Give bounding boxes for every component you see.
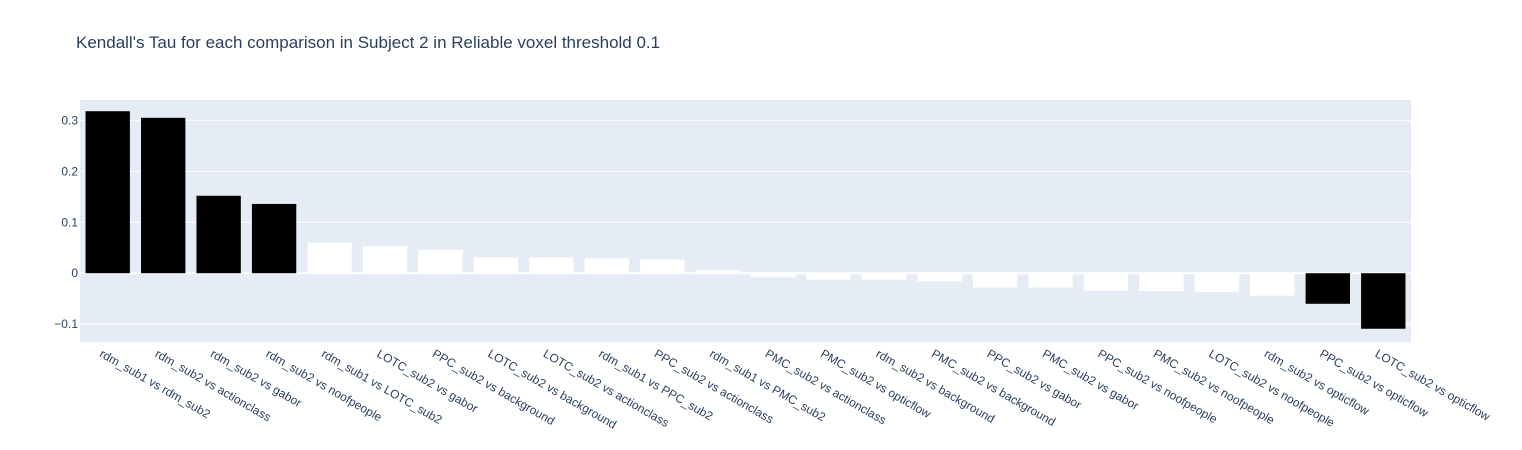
y-tick-label: −0.1 (54, 317, 78, 331)
bar (1083, 273, 1129, 291)
x-tick-label: rdm_sub2 vs gabor (208, 346, 304, 409)
bar (418, 249, 463, 274)
bar (806, 273, 851, 280)
bar (584, 258, 630, 274)
bar (1028, 273, 1073, 288)
bar (917, 273, 962, 282)
bar (972, 273, 1018, 288)
chart-title: Kendall's Tau for each comparison in Sub… (76, 33, 661, 52)
bar (362, 246, 408, 274)
y-tick-label: 0 (71, 266, 78, 280)
bar (1139, 273, 1184, 292)
bar (251, 203, 297, 274)
bar (695, 270, 740, 274)
bar (1194, 273, 1240, 293)
y-tick-label: 0.3 (61, 113, 78, 127)
bar (196, 195, 241, 274)
bars (85, 111, 1406, 329)
bar (751, 273, 796, 278)
bar (861, 273, 907, 280)
plot-area (80, 100, 1411, 342)
y-tick-label: 0.2 (61, 164, 78, 178)
x-tick-label: PMC_sub2 vs gabor (1040, 346, 1141, 412)
bar (307, 242, 352, 274)
gridlines (80, 119, 1411, 325)
bar (1305, 273, 1350, 304)
bar (1250, 273, 1295, 296)
y-axis-ticks: −0.1 0 0.1 0.2 0.3 (54, 113, 78, 331)
bar (473, 257, 519, 274)
bar (529, 257, 574, 274)
bar (640, 259, 685, 274)
bar (141, 117, 186, 274)
y-tick-label: 0.1 (61, 215, 78, 229)
bar (1361, 273, 1406, 329)
bar (85, 111, 130, 274)
